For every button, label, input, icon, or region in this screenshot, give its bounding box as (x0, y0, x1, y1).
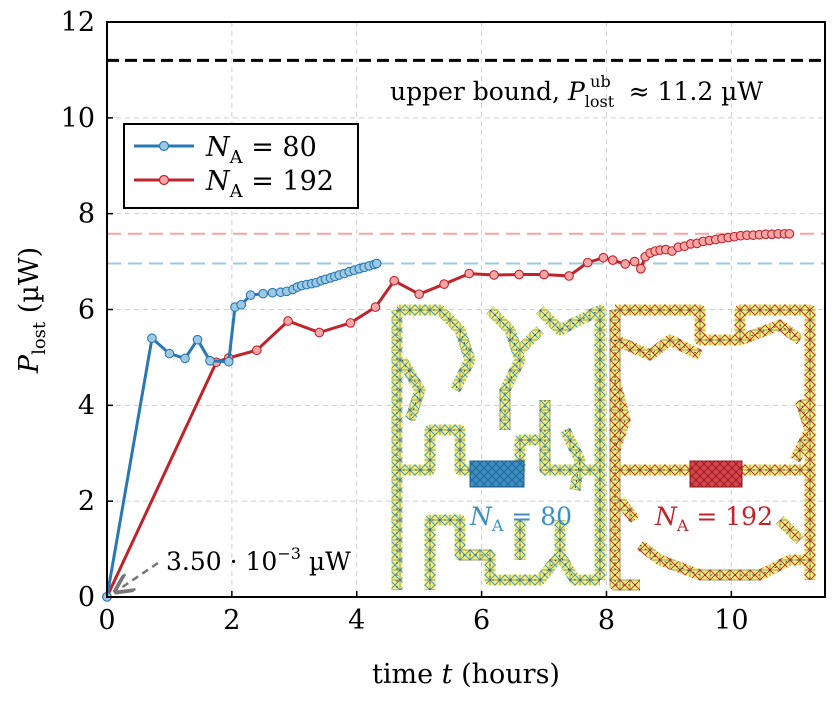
data-point (582, 257, 593, 268)
data-point (598, 252, 609, 263)
y-tick-label: 4 (78, 390, 95, 421)
origin-annotation: 3.50 · 10−3 µW (118, 544, 351, 590)
inset-label-na192: 𝑁A = 192 (654, 502, 773, 535)
inset-label-na80: 𝑁A = 80 (469, 502, 572, 535)
data-point (147, 333, 157, 344)
series-line (105, 232, 790, 598)
data-point (629, 256, 640, 267)
data-point (164, 348, 175, 359)
data-point (267, 287, 278, 298)
data-point (389, 275, 400, 286)
y-tick-label: 6 (78, 295, 95, 326)
data-point (192, 334, 203, 345)
data-point (564, 271, 574, 281)
data-point (489, 270, 499, 280)
data-point (439, 279, 449, 289)
data-point (514, 269, 524, 280)
data-point (371, 258, 382, 269)
reference-lines (107, 58, 825, 265)
y-tick-label: 8 (78, 199, 95, 230)
series-na80 (102, 258, 382, 602)
x-tick-label: 2 (223, 605, 240, 636)
inset-na192: 𝑁A = 192 (609, 304, 816, 591)
data-point (464, 268, 474, 279)
series-layer (102, 228, 795, 602)
data-point (223, 356, 234, 367)
x-tick-label: 0 (98, 605, 115, 636)
data-point (620, 259, 631, 269)
data-point (784, 228, 795, 239)
grid (107, 22, 825, 597)
data-point (283, 316, 293, 326)
data-point (180, 353, 190, 364)
x-tick-label: 4 (348, 605, 365, 636)
x-tick-label: 6 (473, 605, 490, 636)
y-tick-label: 0 (78, 582, 95, 613)
lattice-insets: 𝑁A = 80 𝑁A = 192 (391, 304, 816, 591)
data-point (345, 318, 356, 328)
x-axis-label: time 𝑡 (hours) (372, 659, 560, 690)
y-tick-label: 10 (61, 103, 95, 134)
y-tick-label: 12 (61, 7, 95, 38)
data-point (539, 269, 549, 280)
data-point (251, 345, 262, 356)
legend-na80: 𝑁A = 80 (205, 132, 317, 168)
data-point (236, 299, 247, 310)
data-point (314, 327, 325, 338)
upper-bound-label: upper bound, 𝑃lostub ≈ 11.2 µW (390, 72, 763, 111)
x-tick-label: 8 (598, 605, 615, 636)
data-point (607, 255, 618, 265)
data-point (414, 289, 425, 300)
data-point (258, 288, 268, 299)
series-na192 (102, 228, 795, 602)
legend-na192: 𝑁A = 192 (205, 166, 334, 202)
legend: 𝑁A = 80 𝑁A = 192 (123, 123, 359, 209)
data-point (205, 355, 215, 366)
svg-text:3.50 · 10−3 µW: 3.50 · 10−3 µW (166, 544, 351, 576)
y-tick-label: 2 (78, 486, 95, 517)
axis-ticks: 0 2 4 6 8 10 0 2 4 6 8 10 12 (61, 7, 749, 636)
data-point (245, 290, 256, 300)
data-point (635, 263, 646, 274)
data-point (370, 302, 381, 312)
inset-na80: 𝑁A = 80 (391, 304, 606, 590)
x-tick-label: 10 (714, 605, 748, 636)
y-axis-label: 𝑃lost (µW) (14, 247, 50, 374)
